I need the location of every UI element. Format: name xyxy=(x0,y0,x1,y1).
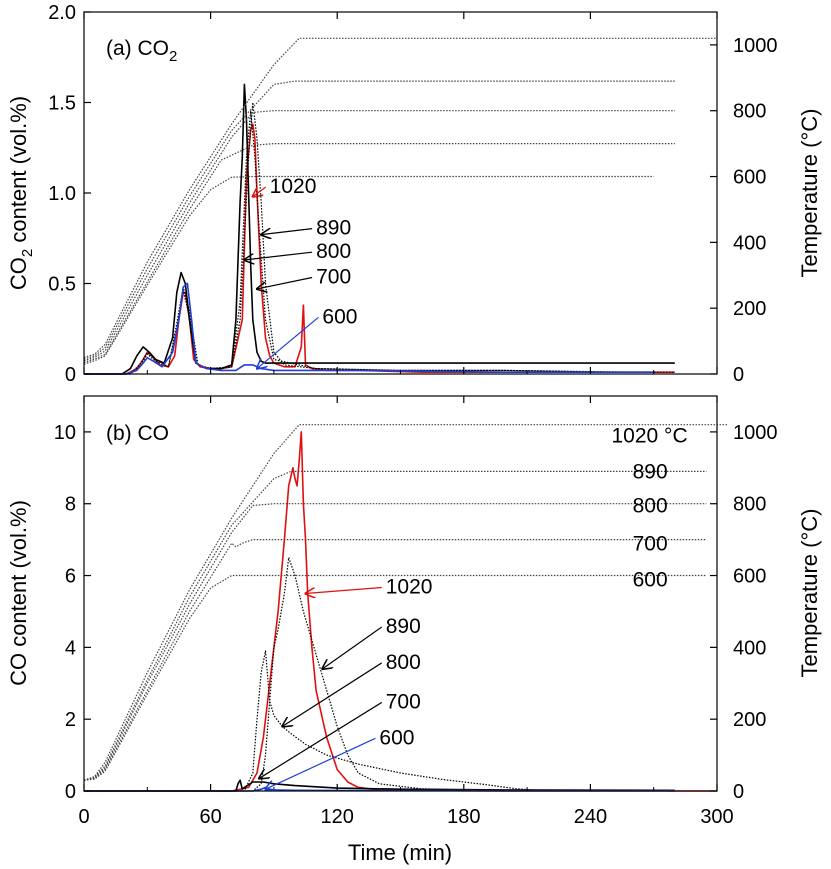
annotation-arrow xyxy=(261,228,313,235)
y2-tick-label: 400 xyxy=(733,637,766,659)
temperature-label: 800 xyxy=(633,495,668,518)
temperature-label: 700 xyxy=(633,532,668,555)
y-tick-label: 0 xyxy=(65,364,76,386)
series-line-t800 xyxy=(83,503,707,781)
annotation-arrow xyxy=(322,626,383,669)
annotation-arrow xyxy=(282,662,383,726)
series-line-600 xyxy=(84,282,654,375)
y-tick-label: 1.5 xyxy=(48,93,76,115)
y2-tick-label: 800 xyxy=(733,101,766,123)
annotation-arrow xyxy=(253,187,267,197)
series-line-800 xyxy=(84,83,675,375)
series-line-t600 xyxy=(83,175,654,365)
panel-a-label: (a) CO2 xyxy=(106,37,177,65)
y2-tick-label: 1000 xyxy=(733,422,778,444)
panel-b-y2-ticks: 0 200 400 600 800 1000 xyxy=(710,422,778,803)
series-line-700 xyxy=(84,110,612,375)
x-tick-label: 0 xyxy=(78,806,89,828)
annotation-arrow xyxy=(257,316,319,368)
y-tick-label: 8 xyxy=(65,494,76,516)
annotation-label: 890 xyxy=(316,217,351,240)
y-tick-label: 6 xyxy=(65,566,76,588)
series-line-t700 xyxy=(83,538,707,781)
series-line-1020 xyxy=(84,431,717,792)
y-tick-label: 1.0 xyxy=(48,183,76,205)
series-line-t1020 xyxy=(83,424,728,781)
series-line-t600 xyxy=(83,574,707,781)
y-tick-label: 0.5 xyxy=(48,274,76,296)
y2-tick-label: 600 xyxy=(733,167,766,189)
series-line-t890 xyxy=(83,470,707,781)
annotation-label: 800 xyxy=(316,240,351,263)
panel-b-temperature-labels: 1020 °C 890 800 700 600 xyxy=(612,425,688,592)
panel-b-y-ticks: 0 2 4 6 8 10 xyxy=(54,422,91,803)
temperature-label: 1020 °C xyxy=(612,425,688,448)
y-tick-label: 10 xyxy=(54,422,76,444)
y2-tick-label: 800 xyxy=(733,494,766,516)
annotation-label: 700 xyxy=(316,266,351,289)
annotation-arrow xyxy=(244,251,313,260)
x-axis-label: Time (min) xyxy=(348,840,452,865)
annotation-label: 1020 xyxy=(386,576,433,599)
y2-tick-label: 200 xyxy=(733,298,766,320)
y2-tick-label: 600 xyxy=(733,566,766,588)
panel-a-y2-axis-label: Temperature (°C) xyxy=(797,109,822,278)
series-line-t700 xyxy=(83,143,675,364)
annotation-label: 1020 xyxy=(270,175,317,198)
annotation-arrow xyxy=(306,586,382,594)
y-tick-label: 2.0 xyxy=(48,2,76,24)
x-tick-label: 120 xyxy=(321,806,354,828)
panel-a-y-axis-label: CO2 content (vol.%) xyxy=(6,96,36,290)
series-line-t890 xyxy=(83,80,675,360)
annotation-arrow xyxy=(257,276,313,289)
panel-a-y-ticks: 0 0.5 1.0 1.5 2.0 xyxy=(48,2,91,386)
y-tick-label: 2 xyxy=(65,709,76,731)
panel-b-x-ticks: 0 60 120 180 240 300 xyxy=(78,396,734,828)
series-line-t1020 xyxy=(83,37,717,359)
panel-a-series xyxy=(83,37,717,375)
panel-a-y2-ticks: 0 200 400 600 800 1000 xyxy=(710,35,778,386)
x-tick-label: 240 xyxy=(574,806,607,828)
x-tick-label: 300 xyxy=(700,806,733,828)
panel-b-y2-axis-label: Temperature (°C) xyxy=(797,509,822,678)
x-tick-label: 180 xyxy=(447,806,480,828)
series-line-700 xyxy=(84,779,675,792)
y2-tick-label: 0 xyxy=(733,364,744,386)
series-line-t800 xyxy=(83,110,675,362)
y2-tick-label: 0 xyxy=(733,781,744,803)
x-tick-label: 60 xyxy=(199,806,221,828)
panel-b-annotations: 1020 890 800 700 600 xyxy=(259,576,432,790)
y-tick-label: 0 xyxy=(65,781,76,803)
temperature-label: 890 xyxy=(633,461,668,484)
panel-a-x-ticks xyxy=(83,12,718,374)
panel-b-co: 0 60 120 180 240 300 0 2 4 6 8 10 0 200 400 600 800 100… xyxy=(6,395,822,828)
series-line-800 xyxy=(84,650,633,792)
annotation-label: 700 xyxy=(386,690,421,713)
panel-b-y-axis-label: CO content (vol.%) xyxy=(6,500,31,686)
panel-b-label: (b) CO xyxy=(106,422,169,445)
annotation-label: 600 xyxy=(379,726,414,749)
y2-tick-label: 1000 xyxy=(733,35,778,57)
series-line-890 xyxy=(84,556,675,792)
y2-tick-label: 200 xyxy=(733,709,766,731)
annotation-label: 600 xyxy=(322,305,357,328)
temperature-label: 600 xyxy=(633,568,668,591)
y-tick-label: 4 xyxy=(65,637,76,659)
annotation-arrow xyxy=(265,737,376,789)
y2-tick-label: 400 xyxy=(733,232,766,254)
annotation-label: 800 xyxy=(386,651,421,674)
annotation-label: 890 xyxy=(386,615,421,638)
annotation-arrow xyxy=(259,701,383,778)
